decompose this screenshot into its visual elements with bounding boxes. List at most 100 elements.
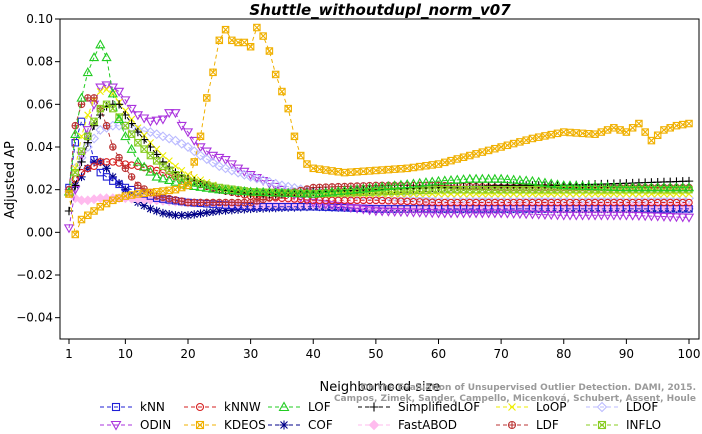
data-point [146, 204, 155, 214]
data-point [533, 176, 544, 186]
data-point [627, 182, 638, 192]
data-point [71, 121, 80, 130]
x-axis-label: Neighborhood size [320, 380, 441, 395]
data-point [96, 203, 104, 211]
data-point [159, 162, 167, 170]
data-point [409, 186, 418, 195]
data-point [452, 209, 463, 219]
data-point [108, 172, 118, 182]
legend: kNN kNNW LOF SimplifiedLOF LoOP LDOF ODIN KDEOS… [100, 400, 661, 432]
data-point [195, 181, 206, 191]
legend-label: KDEOS [224, 418, 266, 432]
data-point [127, 130, 136, 138]
data-point [76, 92, 87, 102]
legend-label: ODIN [140, 418, 171, 432]
data-point [353, 168, 361, 176]
data-point [176, 138, 187, 149]
data-point [102, 100, 111, 109]
data-point [77, 215, 86, 224]
data-point [364, 182, 375, 192]
data-point [464, 209, 475, 219]
data-point [608, 211, 619, 221]
data-point [295, 188, 306, 198]
data-point [96, 87, 104, 96]
data-point [134, 181, 142, 190]
data-point [71, 168, 80, 177]
data-point [296, 151, 305, 160]
data-point [376, 207, 388, 217]
data-point [257, 186, 269, 196]
data-point [345, 184, 356, 194]
data-point [510, 139, 518, 148]
data-point [328, 167, 336, 175]
data-point [126, 143, 137, 153]
data-point [510, 186, 518, 194]
y-tick-label: 0.10 [26, 12, 53, 26]
data-point [77, 157, 86, 167]
data-point [90, 117, 98, 125]
data-point [303, 160, 311, 168]
data-point [183, 142, 193, 152]
data-point [478, 186, 486, 194]
data-point [113, 87, 125, 97]
data-point [414, 177, 425, 187]
legend-item-loop: LoOP [496, 400, 567, 414]
data-point [101, 81, 112, 91]
data-point [333, 186, 344, 196]
data-point [603, 126, 612, 134]
data-point [171, 171, 180, 179]
data-point [264, 187, 275, 197]
data-point [560, 128, 568, 136]
data-point [221, 206, 230, 215]
data-point [134, 139, 142, 147]
data-point [183, 211, 193, 220]
data-point [227, 205, 237, 215]
data-point [591, 130, 599, 138]
data-point [202, 208, 211, 217]
data-point [84, 94, 91, 102]
data-point [497, 143, 505, 151]
x-tick-label: 20 [180, 347, 195, 361]
legend-label: SimplifiedLOF [398, 400, 480, 414]
data-point [239, 169, 250, 180]
data-point [82, 67, 93, 77]
data-point [583, 211, 594, 221]
data-point [158, 208, 168, 218]
data-point [635, 119, 643, 128]
data-point [685, 119, 693, 128]
data-point [320, 200, 331, 210]
data-point [527, 175, 538, 185]
data-point [166, 195, 173, 202]
data-point [289, 187, 300, 198]
x-tick-label: 50 [368, 347, 383, 361]
data-point [203, 94, 211, 102]
data-point [596, 181, 607, 191]
series-line [68, 88, 689, 195]
data-point [214, 184, 225, 194]
data-point [251, 186, 263, 196]
data-point [320, 187, 331, 197]
data-point [491, 145, 499, 153]
data-point [629, 124, 637, 132]
data-point [189, 136, 200, 146]
data-point [395, 179, 407, 189]
data-point [395, 208, 407, 218]
data-point [134, 138, 142, 147]
data-point [90, 117, 98, 126]
data-point [264, 177, 275, 187]
data-point [452, 174, 463, 184]
data-point [383, 180, 394, 191]
data-point [203, 94, 211, 102]
data-point [552, 211, 563, 221]
data-point [427, 176, 438, 186]
legend-item-ldof: LDOF [586, 400, 658, 414]
data-point [677, 182, 688, 192]
data-point [477, 173, 488, 183]
data-point [535, 133, 543, 141]
data-point [145, 166, 156, 176]
data-point [77, 132, 86, 140]
data-point [370, 207, 382, 217]
watermark: On the Evaluation of Unsupervised Outlie… [334, 383, 696, 404]
data-point [246, 42, 255, 51]
data-point [190, 158, 199, 166]
